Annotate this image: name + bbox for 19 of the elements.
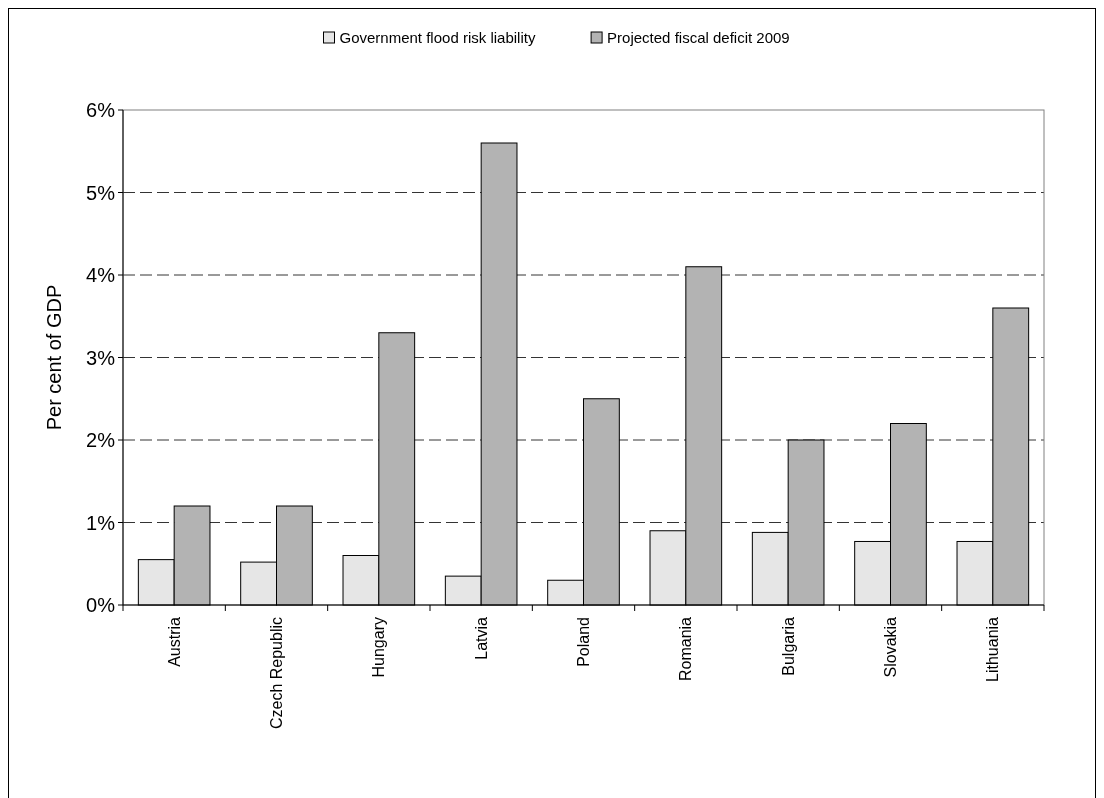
- legend-label: Government flood risk liability: [339, 29, 536, 47]
- y-tick-label: 1%: [86, 511, 116, 534]
- y-tick-label: 6%: [86, 99, 116, 121]
- y-axis-title: Per cent of GDP: [43, 284, 65, 431]
- y-tick-label: 5%: [86, 181, 116, 204]
- x-tick-label: Poland: [575, 617, 593, 667]
- y-tick-label: 0%: [86, 594, 116, 616]
- y-tick-label: 3%: [86, 346, 116, 369]
- x-tick-label: Austria: [165, 616, 183, 667]
- y-tick-label: 4%: [86, 264, 116, 286]
- x-tick-label: Lithuania: [984, 616, 1002, 682]
- x-tick-label: Bulgaria: [779, 616, 797, 676]
- x-tick-label: Hungary: [370, 617, 388, 678]
- x-tick-label: Czech Republic: [268, 617, 286, 730]
- legend-label: Projected fiscal deficit 2009: [607, 29, 790, 47]
- x-tick-label: Latvia: [472, 616, 490, 660]
- x-tick-label: Romania: [677, 616, 695, 682]
- y-tick-label: 2%: [86, 429, 116, 451]
- x-tick-label: Slovakia: [882, 616, 900, 678]
